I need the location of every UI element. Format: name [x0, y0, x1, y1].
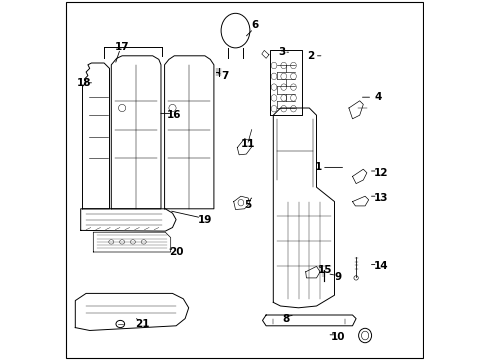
Text: 1: 1 [314, 162, 321, 172]
Text: 18: 18 [77, 78, 91, 88]
Text: 5: 5 [244, 200, 251, 210]
Text: 16: 16 [167, 110, 181, 120]
Text: 4: 4 [373, 92, 381, 102]
Text: 10: 10 [330, 332, 345, 342]
Text: 15: 15 [318, 265, 332, 275]
Text: 13: 13 [373, 193, 388, 203]
Text: 17: 17 [115, 42, 129, 52]
Text: 20: 20 [168, 247, 183, 257]
Text: 12: 12 [373, 168, 388, 178]
Text: 21: 21 [134, 319, 149, 329]
Text: 8: 8 [282, 314, 289, 324]
Text: 11: 11 [241, 139, 255, 149]
Text: 14: 14 [373, 261, 388, 271]
Text: 19: 19 [197, 215, 212, 225]
Text: 7: 7 [221, 71, 228, 81]
Text: 2: 2 [307, 51, 314, 61]
Text: 3: 3 [278, 47, 285, 57]
Text: 6: 6 [251, 20, 258, 30]
Text: 9: 9 [334, 272, 341, 282]
